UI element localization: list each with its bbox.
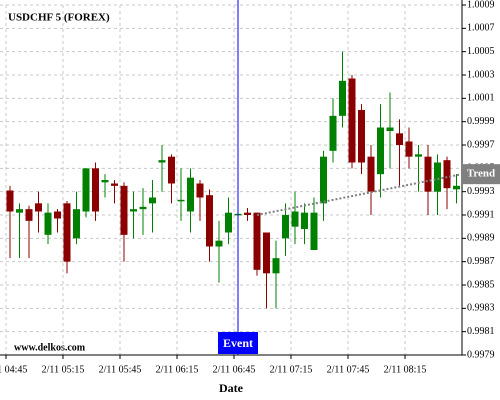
candle-body [16,209,23,213]
candle-body [177,199,185,202]
candle-body [82,168,90,212]
candle-body [44,212,52,235]
y-tick-label: 0.9993 [467,186,495,197]
y-tick-label: 1.0005 [467,46,495,57]
candle-body [329,115,337,151]
candle-body [424,156,432,192]
candle-body [25,209,33,221]
x-tick-label: 2/11 07:15 [270,364,313,375]
y-tick-label: 0.9985 [467,279,495,290]
candle-body [101,180,109,183]
candle-body [282,215,289,239]
x-tick-label: 2/11 08:15 [384,364,427,375]
candle-body [92,168,99,212]
candle-body [73,209,80,239]
candle-body [320,156,327,204]
trend-label: Trend [467,168,495,180]
candle-body [215,240,223,247]
y-tick-label: 0.9987 [467,256,495,267]
event-label: Event [223,336,253,350]
candle-body [348,78,356,163]
x-tick-label: 2/11 07:45 [327,364,370,375]
candle-body [339,80,346,116]
candle-body [272,258,280,274]
candle-body [263,232,270,274]
y-tick-label: 1.0007 [467,23,495,34]
event-box [218,332,258,354]
candle-body [244,212,251,215]
candle-body [54,211,61,219]
x-tick-label: 2/11 06:45 [213,364,256,375]
candle-body [139,206,147,210]
y-tick-label: 1.0009 [467,0,495,10]
watermark: www.delkos.com [14,342,86,353]
chart-title: USDCHF 5 (FOREX) [8,12,110,24]
candle-body [415,154,422,157]
trend-box [462,164,500,185]
x-tick-label: 2/11 06:15 [156,364,199,375]
candle-body [358,110,365,163]
y-tick-label: 0.9979 [467,349,495,360]
y-tick-label: 1.0003 [467,69,495,80]
y-tick-label: 0.9999 [467,116,495,127]
candle-body [158,160,166,163]
candle-body [377,127,384,175]
y-tick-label: 0.9983 [467,303,495,314]
y-tick-label: 1.0001 [467,93,495,104]
candle-body [434,162,441,192]
y-tick-label: 0.9991 [467,209,495,220]
candle-body [196,183,204,198]
y-tick-label: 0.9989 [467,233,495,244]
candle-body [253,212,261,270]
candle-body [386,127,394,131]
candle-body [301,212,308,229]
candle-body [206,195,213,247]
y-tick-label: 0.9981 [467,326,495,337]
x-tick-label: 2/11 04:45 [0,364,27,375]
candle-body [35,203,42,212]
candle-body [168,156,175,184]
candle-body [453,185,460,190]
candle-body [120,185,128,235]
candle-body [310,212,318,250]
trend-line [256,173,463,216]
candle-body [187,177,194,212]
candle-body [111,183,118,186]
candle-body [225,212,232,233]
candle-body [443,160,451,189]
x-tick-label: 2/11 05:45 [99,364,142,375]
candle-body [367,156,375,192]
candle-body [63,203,71,262]
candle-body [405,141,413,157]
y-tick-label: 0.9997 [467,139,495,150]
candle-body [6,190,14,212]
candle-body [130,209,137,212]
x-axis-label: Date [219,381,244,395]
x-tick-label: 2/11 05:15 [42,364,85,375]
candle-body [396,133,403,145]
candle-body [149,197,156,204]
candle-body [291,211,299,227]
